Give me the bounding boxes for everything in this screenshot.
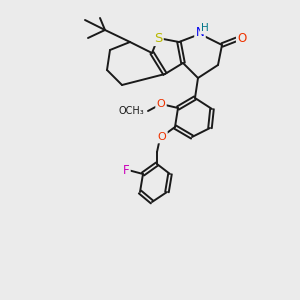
Text: O: O	[237, 32, 247, 44]
Text: O: O	[157, 99, 165, 109]
Text: H: H	[201, 23, 209, 33]
Text: O: O	[158, 132, 166, 142]
Text: N: N	[196, 26, 204, 40]
Text: S: S	[154, 32, 162, 44]
Text: OCH₃: OCH₃	[118, 106, 144, 116]
Text: F: F	[123, 164, 129, 176]
